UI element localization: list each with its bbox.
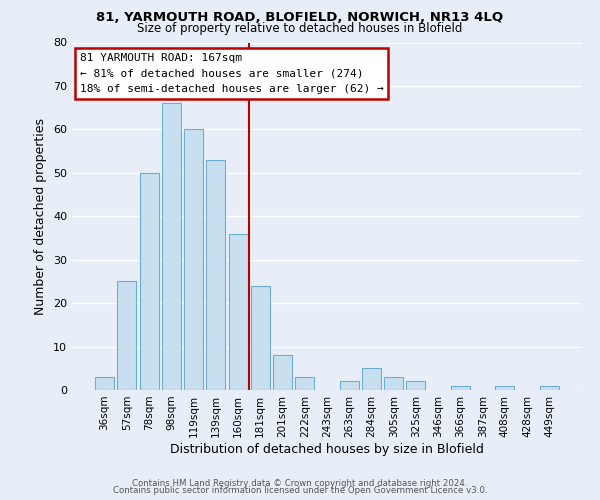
Text: 81 YARMOUTH ROAD: 167sqm
← 81% of detached houses are smaller (274)
18% of semi-: 81 YARMOUTH ROAD: 167sqm ← 81% of detach… [80, 53, 383, 94]
Bar [496, 386, 514, 390]
Bar [451, 386, 470, 390]
Bar [406, 382, 425, 390]
Bar [273, 355, 292, 390]
X-axis label: Distribution of detached houses by size in Blofield: Distribution of detached houses by size … [170, 442, 484, 456]
Text: Contains public sector information licensed under the Open Government Licence v3: Contains public sector information licen… [113, 486, 487, 495]
Bar [340, 382, 359, 390]
Bar [184, 130, 203, 390]
Text: 81, YARMOUTH ROAD, BLOFIELD, NORWICH, NR13 4LQ: 81, YARMOUTH ROAD, BLOFIELD, NORWICH, NR… [97, 11, 503, 24]
Bar [95, 377, 114, 390]
Bar [140, 173, 158, 390]
Bar [251, 286, 270, 390]
Y-axis label: Number of detached properties: Number of detached properties [34, 118, 47, 315]
Bar [229, 234, 248, 390]
Bar [362, 368, 381, 390]
Text: Size of property relative to detached houses in Blofield: Size of property relative to detached ho… [137, 22, 463, 35]
Text: Contains HM Land Registry data © Crown copyright and database right 2024.: Contains HM Land Registry data © Crown c… [132, 478, 468, 488]
Bar [118, 282, 136, 390]
Bar [540, 386, 559, 390]
Bar [384, 377, 403, 390]
Bar [206, 160, 225, 390]
Bar [295, 377, 314, 390]
Bar [162, 104, 181, 390]
